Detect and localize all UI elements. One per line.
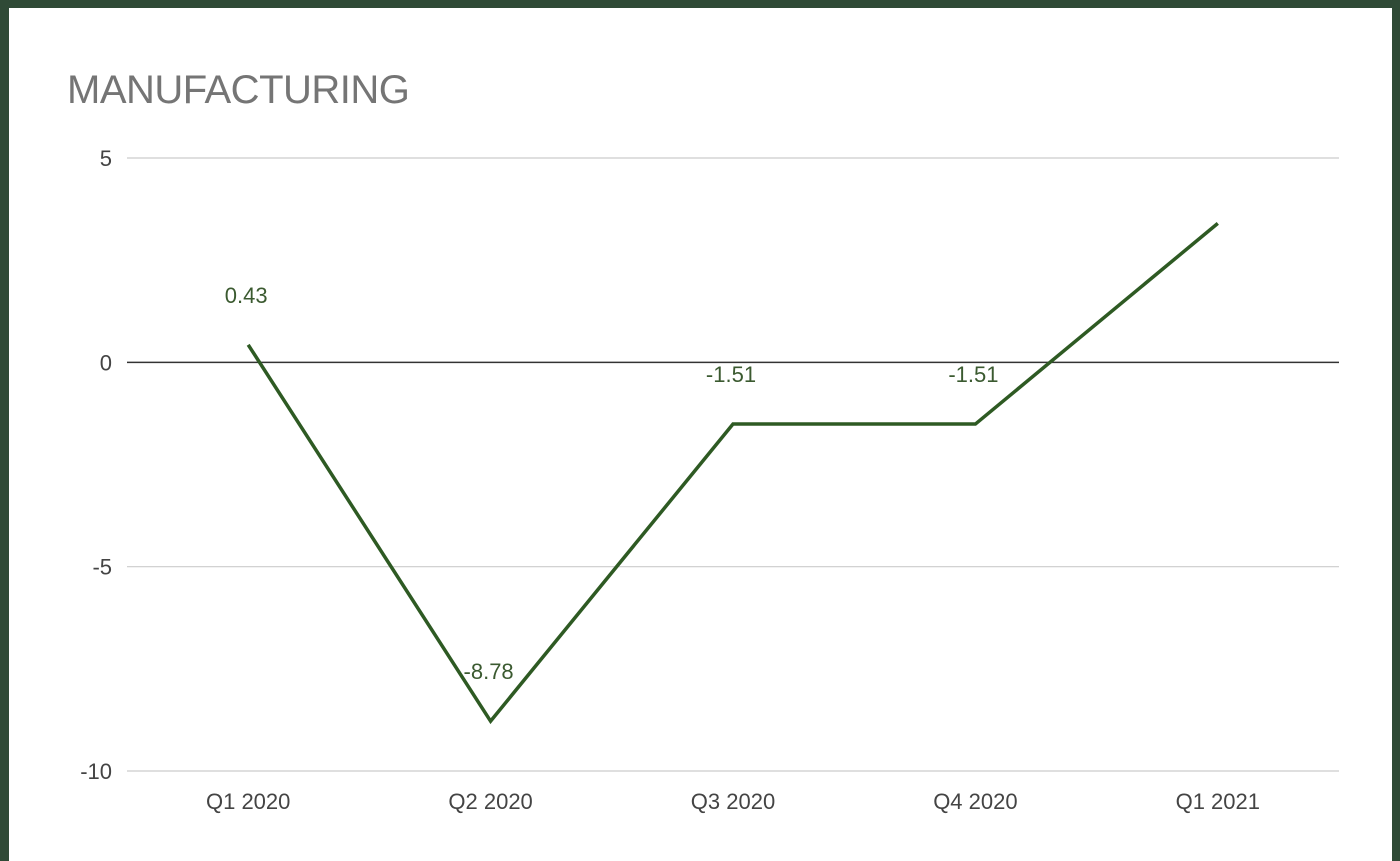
y-tick-label: 0 [100,350,112,375]
y-tick-label: -10 [80,759,112,784]
chart-title: MANUFACTURING [67,68,410,112]
x-tick-label: Q1 2020 [206,789,290,814]
x-tick-label: Q1 2021 [1176,789,1260,814]
line-chart: 5 0 -5 -10 Q1 2020 Q2 2020 Q3 2020 Q4 2020 Q1 20… [80,146,1339,814]
x-tick-label: Q4 2020 [933,789,1017,814]
y-tick-label: 5 [100,146,112,171]
x-tick-label: Q2 2020 [448,789,532,814]
data-label: -1.51 [948,362,998,387]
chart-card: MANUFACTURING 5 0 -5 -10 Q1 2020 Q2 2020 Q3 20… [9,8,1392,861]
data-label: -1.51 [706,362,756,387]
x-tick-label: Q3 2020 [691,789,775,814]
data-label: -8.78 [464,659,514,684]
y-tick-label: -5 [92,555,112,580]
series-line [246,222,1219,725]
data-label: 0.43 [225,283,268,308]
